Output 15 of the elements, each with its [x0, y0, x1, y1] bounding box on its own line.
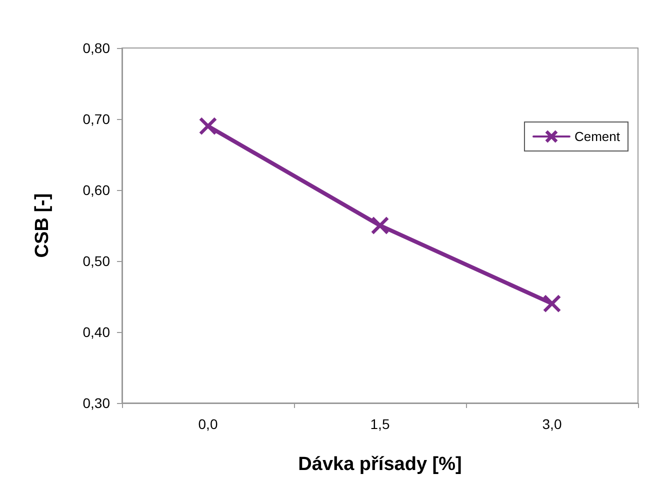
- x-axis-title: Dávka přísady [%]: [298, 454, 462, 475]
- legend-label: Cement: [574, 129, 620, 144]
- y-tick-label: 0,60: [82, 182, 110, 198]
- point: [200, 118, 216, 135]
- y-tick-label: 0,70: [82, 111, 110, 127]
- x-tick-label: 1,5: [370, 416, 390, 432]
- x-tick-label: 0,0: [198, 416, 218, 432]
- y-tick-label: 0,50: [82, 253, 110, 269]
- y-tick-label: 0,40: [82, 324, 110, 340]
- y-axis-title: CSB [-]: [32, 193, 53, 258]
- point: [372, 217, 388, 234]
- y-tick-label: 0,80: [82, 40, 110, 56]
- y-tick-label: 0,30: [82, 395, 110, 411]
- point: [544, 295, 560, 312]
- x-tick-label: 3,0: [542, 416, 562, 432]
